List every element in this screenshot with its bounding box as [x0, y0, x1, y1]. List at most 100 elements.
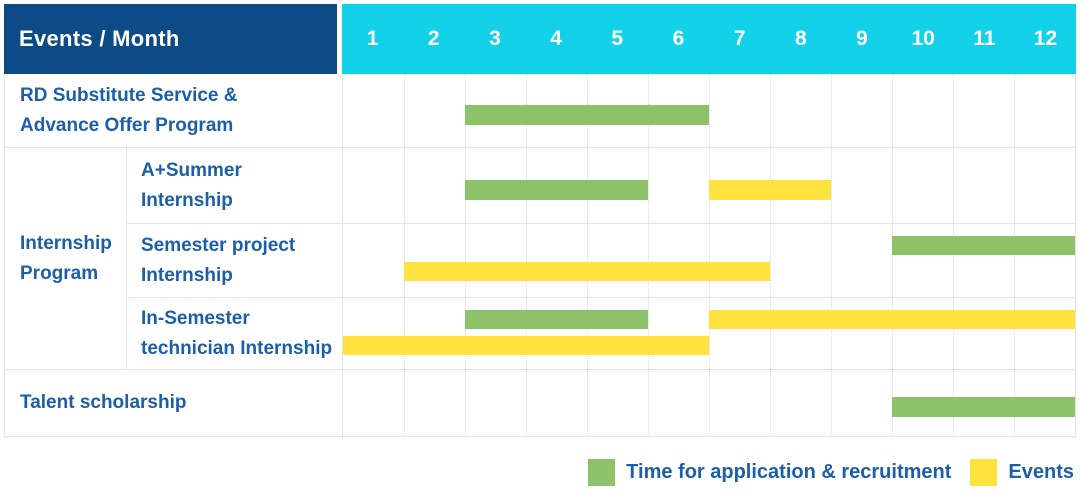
month-gridline: [953, 148, 954, 223]
month-gridline: [709, 370, 710, 436]
month-gridline: [404, 74, 405, 147]
month-gridline: [404, 370, 405, 436]
month-gridline: [1014, 148, 1015, 223]
row-label: Talent scholarship: [5, 370, 343, 436]
month-gridline: [526, 370, 527, 436]
legend-label: Events: [1008, 461, 1074, 483]
month-gridline: [831, 74, 832, 147]
row-label: In-Semester technician Internship: [127, 298, 343, 369]
row-timeline: [343, 298, 1075, 369]
month-label: 3: [489, 27, 501, 50]
month-gridline: [587, 224, 588, 297]
month-gridline: [709, 298, 710, 369]
month-gridline: [465, 224, 466, 297]
month-gridline: [770, 298, 771, 369]
month-label: 4: [550, 27, 562, 50]
row-label-line: Advance Offer Program: [20, 114, 234, 136]
month-gridline: [526, 224, 527, 297]
month-gridline: [831, 224, 832, 297]
row-timeline: [343, 224, 1075, 297]
month-gridline: [404, 298, 405, 369]
events-month-table: Events / Month 1 2 3 4 5 6 7 8 9 10 11 12 RD Substi…: [4, 4, 1076, 437]
table-row: RD Substitute Service & Advance Offer Pro…: [5, 74, 1075, 147]
month-label: 5: [611, 27, 624, 50]
month-gridline: [465, 370, 466, 436]
bar-event: [709, 310, 1075, 329]
month-gridline: [587, 370, 588, 436]
month-gridline: [770, 74, 771, 147]
row-label: RD Substitute Service & Advance Offer Pro…: [5, 74, 343, 147]
month-gridline: [1014, 74, 1015, 147]
bar-recruitment: [892, 397, 1075, 417]
bar-event: [709, 179, 831, 200]
month-gridline: [892, 224, 893, 297]
month-gridline: [831, 298, 832, 369]
month-gridline: [709, 74, 710, 147]
table-row: A+Summer Internship: [127, 148, 1075, 223]
month-gridline: [953, 298, 954, 369]
month-label: 7: [733, 27, 746, 50]
month-gridline: [831, 148, 832, 223]
month-gridline: [831, 370, 832, 436]
month-label: 6: [672, 27, 685, 50]
month-label: 1: [366, 27, 379, 50]
month-gridline: [953, 224, 954, 297]
month-gridline: [648, 298, 649, 369]
row-label: Semester project Internship: [127, 224, 343, 297]
month-gridline: [648, 148, 649, 223]
group-label: Internship Program: [5, 148, 127, 369]
month-gridline: [770, 224, 771, 297]
month-label: 11: [973, 27, 996, 50]
row-group: Internship Program A+Summer Internship Seme…: [5, 147, 1075, 369]
month-gridline: [465, 298, 466, 369]
events-month-header-cell: Events / Month: [4, 4, 337, 74]
row-label: A+Summer Internship: [127, 148, 343, 223]
legend-swatch-recruitment: [588, 459, 616, 486]
legend-item-event: Events: [970, 459, 1074, 486]
row-label-line: Talent scholarship: [20, 392, 187, 413]
bar-event: [404, 262, 770, 281]
group-rows: A+Summer Internship Semester project Intern…: [127, 148, 1075, 369]
month-label: 8: [794, 27, 807, 50]
row-label-line: In-Semester: [141, 307, 250, 329]
month-label: 10: [911, 27, 935, 50]
month-gridline: [709, 224, 710, 297]
month-gridline: [892, 148, 893, 223]
row-label-line: RD Substitute Service &: [20, 84, 238, 106]
row-label-line: Internship: [141, 264, 233, 286]
legend-item-recruitment: Time for application & recruitment: [588, 459, 951, 486]
month-gridline: [587, 298, 588, 369]
month-gridline: [404, 148, 405, 223]
bar-recruitment: [465, 104, 709, 125]
legend: Time for application & recruitment Events: [0, 459, 1074, 486]
bar-recruitment: [892, 236, 1075, 255]
table-header: Events / Month 1 2 3 4 5 6 7 8 9 10 11 12: [4, 4, 1076, 74]
legend-swatch-event: [970, 459, 998, 486]
month-gridline: [648, 224, 649, 297]
bar-event: [343, 336, 709, 355]
chart-body: RD Substitute Service & Advance Offer Pro…: [4, 74, 1076, 437]
row-timeline: [343, 74, 1075, 147]
row-timeline: [343, 148, 1075, 223]
row-label-line: Semester project: [141, 234, 296, 256]
month-gridline: [892, 74, 893, 147]
table-row: In-Semester technician Internship: [127, 297, 1075, 369]
month-gridline: [648, 370, 649, 436]
month-header-row: 1 2 3 4 5 6 7 8 9 10 11 12: [342, 4, 1076, 74]
month-gridline: [770, 370, 771, 436]
row-timeline: [343, 370, 1075, 436]
month-label: 2: [427, 27, 440, 50]
bar-recruitment: [465, 310, 648, 329]
table-row: Talent scholarship: [5, 369, 1075, 436]
month-gridline: [404, 224, 405, 297]
table-row: Semester project Internship: [127, 223, 1075, 297]
row-label-line: technician Internship: [141, 337, 333, 359]
month-gridline: [1014, 224, 1015, 297]
month-gridline: [1014, 298, 1015, 369]
group-label-text: Internship Program: [20, 232, 112, 284]
month-gridline: [526, 298, 527, 369]
row-label-line: A+Summer: [141, 159, 242, 181]
row-label-line: Internship: [141, 189, 233, 211]
month-gridline: [892, 298, 893, 369]
